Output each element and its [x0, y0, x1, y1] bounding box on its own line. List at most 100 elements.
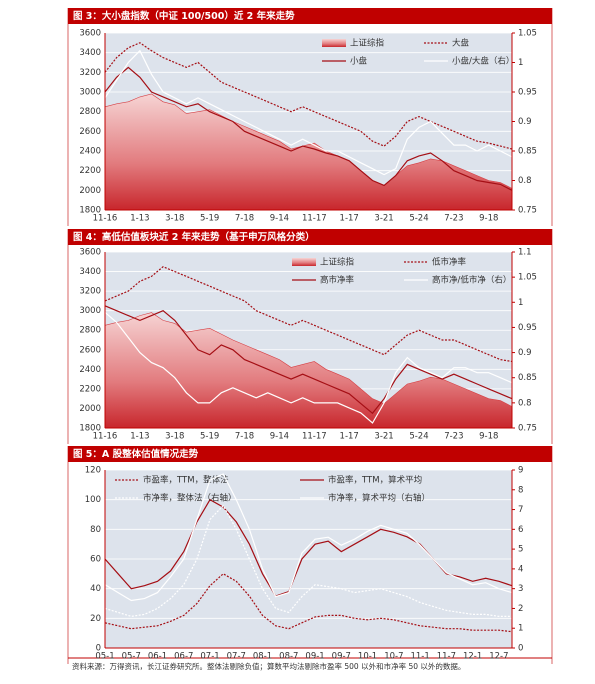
x-tick-label: 5-24 — [409, 214, 428, 224]
x-tick-label: 9-14 — [270, 214, 289, 224]
y-tick-label: 20 — [90, 614, 101, 624]
panel-header — [68, 446, 552, 462]
footer-note: 资料来源：万得资讯，长江证券研究所。整体法剔除负值；算数平均法剔除市盈率 500… — [72, 661, 465, 671]
y-tick-label: 2600 — [79, 127, 101, 137]
y-tick-label: 120 — [85, 466, 101, 476]
chart-title: 图 4：高低估值板块近 2 年来走势（基于申万风格分类） — [73, 231, 315, 243]
legend-label: 小盘/大盘（右） — [452, 56, 514, 67]
y2-tick-label: 0.95 — [518, 323, 537, 333]
legend-swatch — [322, 39, 346, 47]
series-line — [104, 473, 513, 602]
series-line — [104, 573, 513, 633]
x-tick-label: 06-1 — [148, 652, 167, 662]
legend-label: 低市净率 — [432, 257, 467, 268]
x-tick-label: 05-7 — [122, 652, 141, 662]
y-tick-label: 2000 — [79, 186, 101, 196]
y2-tick-label: 1.05 — [518, 273, 537, 283]
x-tick-label: 12-1 — [463, 652, 482, 662]
x-tick-label: 3-21 — [374, 432, 393, 442]
x-tick-label: 9-18 — [479, 214, 498, 224]
legend-label: 市盈率，TTM，算术平均 — [328, 475, 422, 486]
y-tick-label: 2200 — [79, 166, 101, 176]
y2-tick-label: 1.05 — [518, 29, 537, 39]
legend-label: 上证综指 — [350, 38, 385, 49]
y2-tick-label: 1 — [518, 624, 523, 634]
x-tick-label: 07-1 — [200, 652, 219, 662]
legend-label: 市净率，整体法（右轴） — [143, 493, 237, 504]
y-tick-label: 80 — [90, 525, 101, 535]
x-tick-label: 10-7 — [384, 652, 403, 662]
legend-label: 市盈率，TTM，整体法 — [143, 475, 229, 486]
panel-header — [68, 229, 552, 245]
x-tick-label: 5-19 — [200, 214, 219, 224]
series-line — [104, 504, 512, 618]
x-tick-label: 1-13 — [130, 432, 149, 442]
y2-tick-label: 1 — [518, 298, 523, 308]
x-tick-label: 11-7 — [437, 652, 456, 662]
y-tick-label: 3600 — [79, 248, 101, 258]
panel-header — [68, 8, 552, 24]
y-tick-label: 3600 — [79, 29, 101, 39]
legend-label: 上证综指 — [320, 257, 355, 268]
legend-label: 大盘 — [452, 38, 470, 49]
y2-tick-label: 0.8 — [518, 176, 532, 186]
x-tick-label: 09-1 — [305, 652, 324, 662]
y-tick-label: 3400 — [79, 267, 101, 277]
legend-label: 高市净率 — [320, 275, 355, 286]
chart-title: 图 3：大小盘指数（中证 100/500）近 2 年来走势 — [73, 10, 295, 22]
area — [104, 312, 513, 429]
x-tick-label: 9-14 — [270, 432, 289, 442]
y2-tick-label: 0 — [518, 644, 523, 654]
series-line — [104, 305, 513, 415]
x-tick-label: 11-16 — [93, 214, 118, 224]
y2-tick-label: 1 — [518, 58, 523, 68]
y2-tick-label: 3 — [518, 584, 523, 594]
y-tick-label: 3000 — [79, 306, 101, 316]
x-tick-label: 10-1 — [358, 652, 377, 662]
y2-tick-label: 5 — [518, 545, 523, 555]
x-tick-label: 7-18 — [235, 432, 254, 442]
x-tick-label: 06-7 — [174, 652, 193, 662]
y-tick-label: 3000 — [79, 88, 101, 98]
x-tick-label: 1-13 — [130, 214, 149, 224]
x-tick-label: 7-23 — [444, 432, 463, 442]
y-tick-label: 60 — [90, 555, 101, 565]
x-tick-label: 08-7 — [279, 652, 298, 662]
x-tick-label: 3-18 — [165, 214, 184, 224]
x-tick-label: 7-23 — [444, 214, 463, 224]
y2-tick-label: 0.95 — [518, 88, 537, 98]
x-tick-label: 11-16 — [93, 432, 118, 442]
x-tick-label: 08-1 — [253, 652, 272, 662]
series-line — [104, 66, 513, 191]
x-tick-label: 09-7 — [332, 652, 351, 662]
y2-tick-label: 0.85 — [518, 373, 537, 383]
x-tick-label: 9-18 — [479, 432, 498, 442]
y2-tick-label: 1.1 — [518, 248, 532, 258]
legend-label: 高市净/低市净（右） — [432, 275, 511, 286]
series-line — [104, 42, 513, 150]
series-line — [104, 311, 513, 424]
y2-tick-label: 0.75 — [518, 424, 537, 434]
x-tick-label: 07-7 — [227, 652, 246, 662]
series-line — [104, 266, 513, 363]
legend-label: 小盘 — [350, 56, 368, 67]
y2-tick-label: 0.9 — [518, 117, 532, 127]
y-tick-label: 2600 — [79, 345, 101, 355]
x-tick-label: 7-18 — [235, 214, 254, 224]
y-tick-label: 0 — [96, 644, 101, 654]
x-tick-label: 3-18 — [165, 432, 184, 442]
x-tick-label: 11-1 — [410, 652, 429, 662]
y2-tick-label: 2 — [518, 604, 523, 614]
y2-tick-label: 0.9 — [518, 348, 532, 358]
y-tick-label: 1800 — [79, 424, 101, 434]
x-tick-label: 3-21 — [374, 214, 393, 224]
y2-tick-label: 8 — [518, 485, 523, 495]
y-tick-label: 1800 — [79, 206, 101, 216]
x-tick-label: 11-17 — [302, 432, 327, 442]
x-tick-label: 5-24 — [409, 432, 428, 442]
legend-label: 市净率，算术平均（右轴） — [328, 493, 430, 504]
y-tick-label: 3400 — [79, 48, 101, 58]
y2-tick-label: 6 — [518, 525, 523, 535]
y-tick-label: 2000 — [79, 404, 101, 414]
